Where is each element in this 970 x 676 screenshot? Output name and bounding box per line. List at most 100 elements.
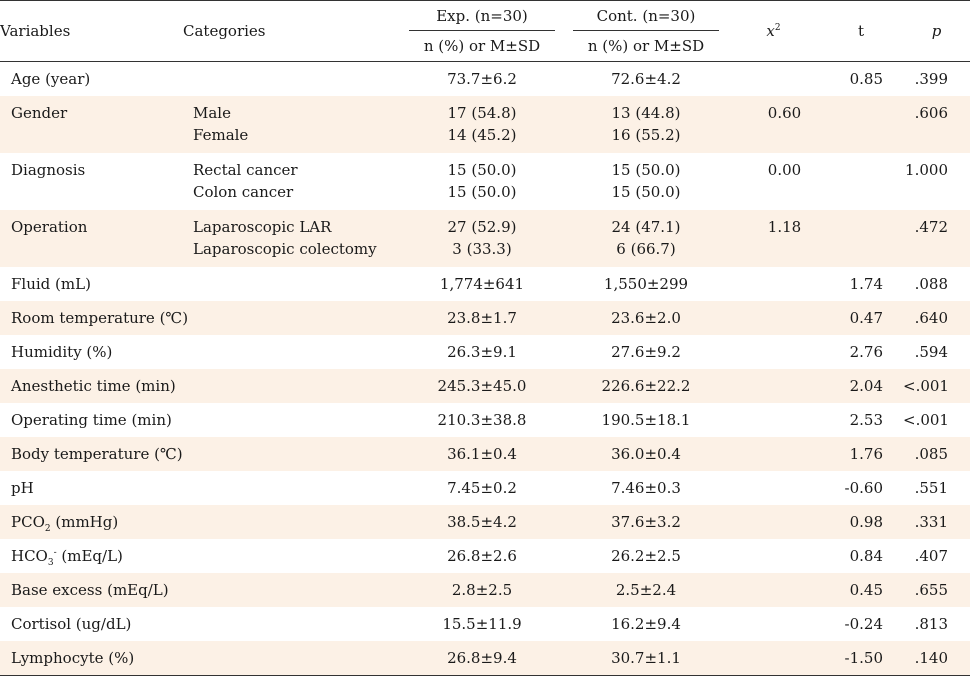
row-exp: 15.5±11.9 bbox=[442, 615, 522, 633]
table-row-operation: Operation Laparoscopic LAR Laparoscopic c… bbox=[0, 210, 970, 267]
row-variable: Gender bbox=[11, 104, 68, 122]
row-p: .472 bbox=[914, 218, 948, 236]
row-cont: 72.6±4.2 bbox=[611, 70, 681, 88]
row-exp: 17 (54.8) 14 (45.2) bbox=[447, 104, 517, 144]
row-category bbox=[183, 573, 400, 607]
table-header: Variables Categories Exp. (n=30) Cont. (… bbox=[0, 0, 970, 62]
row-exp: 7.45±0.2 bbox=[447, 479, 517, 497]
row-p: .813 bbox=[914, 615, 948, 633]
row-t: 1.74 bbox=[849, 275, 883, 293]
table-row-hco3: HCO3- (mEq/L) 26.8±2.6 26.2±2.5 0.84 .40… bbox=[0, 539, 970, 573]
row-exp: 73.7±6.2 bbox=[447, 70, 517, 88]
row-variable: Operation bbox=[11, 218, 88, 236]
row-category bbox=[183, 267, 400, 301]
row-t: 0.98 bbox=[849, 513, 883, 531]
row-category bbox=[183, 437, 400, 471]
row-t bbox=[819, 210, 903, 267]
row-variable: Diagnosis bbox=[11, 161, 86, 179]
row-chi bbox=[728, 607, 819, 641]
row-exp: 26.3±9.1 bbox=[447, 343, 517, 361]
row-chi: 0.60 bbox=[767, 104, 802, 122]
table-row-pco2: PCO2 (mmHg) 38.5±4.2 37.6±3.2 0.98 .331 bbox=[0, 505, 970, 539]
row-variable: Anesthetic time (min) bbox=[11, 377, 176, 395]
table-row-body-temperature: Body temperature (℃) 36.1±0.4 36.0±0.4 1… bbox=[0, 437, 970, 471]
row-variable: Fluid (mL) bbox=[11, 275, 91, 293]
row-chi bbox=[728, 573, 819, 607]
row-t: -0.24 bbox=[844, 615, 883, 633]
row-category bbox=[183, 369, 400, 403]
row-chi bbox=[728, 471, 819, 505]
row-p: .399 bbox=[914, 70, 948, 88]
row-variable: Room temperature (℃) bbox=[11, 309, 189, 327]
row-cont: 15 (50.0) 15 (50.0) bbox=[611, 161, 681, 201]
table-row-cortisol: Cortisol (ug/dL) 15.5±11.9 16.2±9.4 -0.2… bbox=[0, 607, 970, 641]
header-categories: Categories bbox=[183, 22, 266, 40]
row-t: 2.04 bbox=[849, 377, 883, 395]
row-exp: 26.8±2.6 bbox=[447, 547, 517, 565]
table-row-ph: pH 7.45±0.2 7.46±0.3 -0.60 .551 bbox=[0, 471, 970, 505]
row-cont: 23.6±2.0 bbox=[611, 309, 681, 327]
row-p: .606 bbox=[914, 104, 948, 122]
header-cont-stat: n (%) or M±SD bbox=[587, 37, 705, 55]
row-p: .085 bbox=[914, 445, 948, 463]
row-chi bbox=[728, 437, 819, 471]
row-chi bbox=[728, 369, 819, 403]
row-category bbox=[183, 62, 400, 97]
row-variable: HCO3- (mEq/L) bbox=[11, 547, 123, 568]
row-variable: Age (year) bbox=[11, 70, 91, 88]
row-chi bbox=[728, 641, 819, 676]
row-category bbox=[183, 301, 400, 335]
table-row-anesthetic-time: Anesthetic time (min) 245.3±45.0 226.6±2… bbox=[0, 369, 970, 403]
header-p: p bbox=[931, 22, 942, 40]
row-cont: 1,550±299 bbox=[603, 275, 689, 293]
row-category bbox=[183, 471, 400, 505]
table-row-age: Age (year) 73.7±6.2 72.6±4.2 0.85 .399 bbox=[0, 62, 970, 97]
row-chi bbox=[728, 539, 819, 573]
row-p: <.001 bbox=[903, 377, 949, 395]
header-cont-group: Cont. (n=30) bbox=[564, 1, 728, 31]
row-t: 1.76 bbox=[849, 445, 883, 463]
row-chi: 0.00 bbox=[767, 161, 802, 179]
row-p: .594 bbox=[914, 343, 948, 361]
row-category bbox=[183, 335, 400, 369]
row-p: .407 bbox=[914, 547, 948, 565]
row-t: 2.53 bbox=[849, 411, 883, 429]
row-category bbox=[183, 641, 400, 676]
row-t: 0.85 bbox=[849, 70, 883, 88]
header-chi-square: x2 bbox=[766, 22, 781, 40]
row-t: 0.84 bbox=[849, 547, 883, 565]
row-p: .551 bbox=[914, 479, 948, 497]
table-row-operating-time: Operating time (min) 210.3±38.8 190.5±18… bbox=[0, 403, 970, 437]
row-cont: 16.2±9.4 bbox=[611, 615, 681, 633]
row-exp: 23.8±1.7 bbox=[447, 309, 517, 327]
row-category: Male Female bbox=[193, 104, 249, 144]
row-chi bbox=[728, 301, 819, 335]
row-cont: 226.6±22.2 bbox=[601, 377, 691, 395]
table-row-base-excess: Base excess (mEq/L) 2.8±2.5 2.5±2.4 0.45… bbox=[0, 573, 970, 607]
row-cont: 36.0±0.4 bbox=[611, 445, 681, 463]
row-category: Rectal cancer Colon cancer bbox=[193, 161, 298, 201]
row-chi bbox=[728, 335, 819, 369]
row-variable: Body temperature (℃) bbox=[11, 445, 183, 463]
row-variable: Humidity (%) bbox=[11, 343, 113, 361]
header-variables: Variables bbox=[0, 22, 71, 40]
header-exp-group: Exp. (n=30) bbox=[400, 1, 564, 31]
row-chi: 1.18 bbox=[767, 218, 802, 236]
table-row-lymphocyte: Lymphocyte (%) 26.8±9.4 30.7±1.1 -1.50 .… bbox=[0, 641, 970, 676]
row-cont: 190.5±18.1 bbox=[601, 411, 691, 429]
row-variable: Cortisol (ug/dL) bbox=[11, 615, 132, 633]
row-chi bbox=[728, 403, 819, 437]
header-t: t bbox=[857, 22, 865, 40]
row-exp: 38.5±4.2 bbox=[447, 513, 517, 531]
row-t bbox=[819, 153, 903, 210]
row-exp: 15 (50.0) 15 (50.0) bbox=[447, 161, 517, 201]
row-exp: 36.1±0.4 bbox=[447, 445, 517, 463]
row-t: -0.60 bbox=[844, 479, 883, 497]
row-exp: 2.8±2.5 bbox=[451, 581, 513, 599]
row-cont: 37.6±3.2 bbox=[611, 513, 681, 531]
row-category: Laparoscopic LAR Laparoscopic colectomy bbox=[193, 218, 377, 258]
row-t: 0.47 bbox=[849, 309, 883, 327]
row-variable: pH bbox=[11, 479, 34, 497]
row-cont: 24 (47.1) 6 (66.7) bbox=[611, 218, 681, 258]
